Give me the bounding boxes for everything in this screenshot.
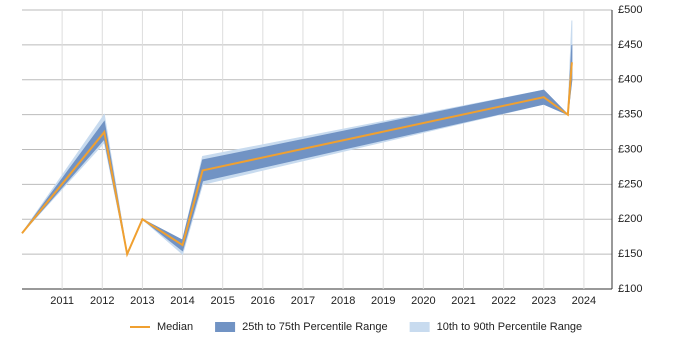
y-tick-label: £250 <box>618 178 642 190</box>
y-tick-label: £100 <box>618 283 642 295</box>
x-tick-label: 2020 <box>411 295 435 307</box>
y-tick-label: £300 <box>618 143 642 155</box>
x-tick-label: 2012 <box>90 295 114 307</box>
x-tick-label: 2024 <box>572 295 596 307</box>
x-tick-label: 2022 <box>491 295 515 307</box>
median-line <box>21 62 573 258</box>
y-tick-label: £150 <box>618 248 642 260</box>
x-tick-label: 2018 <box>331 295 355 307</box>
x-tick-label: 2016 <box>251 295 275 307</box>
y-tick-label: £400 <box>618 74 642 86</box>
legend-label: Median <box>157 321 193 333</box>
legend-label: 10th to 90th Percentile Range <box>437 321 583 333</box>
x-tick-label: 2015 <box>210 295 234 307</box>
x-tick-label: 2023 <box>532 295 556 307</box>
x-tick-label: 2011 <box>50 295 74 307</box>
y-tick-label: £450 <box>618 39 642 51</box>
y-tick-label: £500 <box>618 4 642 16</box>
y-tick-label: £200 <box>618 213 642 225</box>
legend-label: 25th to 75th Percentile Range <box>242 321 388 333</box>
x-tick-label: 2017 <box>291 295 315 307</box>
legend-swatch <box>215 322 236 332</box>
x-tick-label: 2019 <box>371 295 395 307</box>
x-tick-label: 2021 <box>451 295 475 307</box>
y-tick-label: £350 <box>618 109 642 121</box>
x-tick-label: 2013 <box>130 295 154 307</box>
legend-swatch <box>409 322 430 332</box>
x-tick-label: 2014 <box>170 295 194 307</box>
